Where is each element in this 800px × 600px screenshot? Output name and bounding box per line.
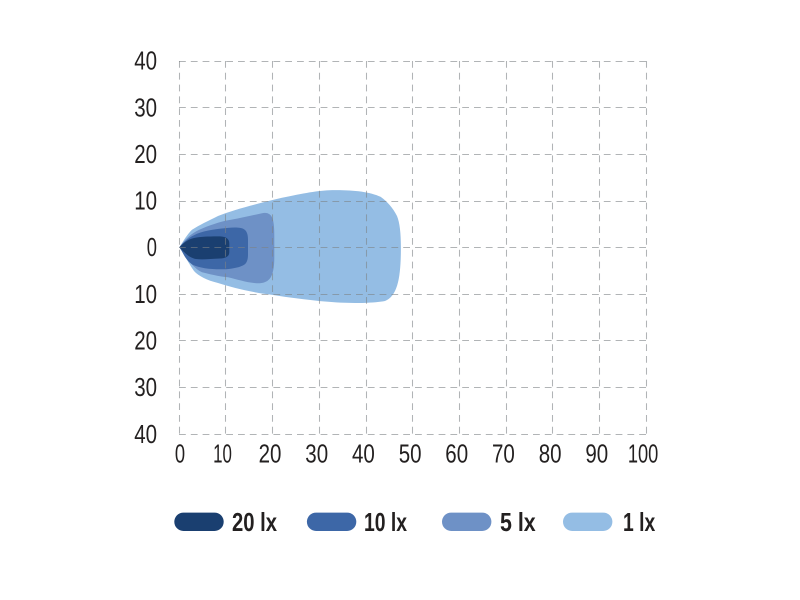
svg-text:10: 10 bbox=[134, 186, 157, 216]
svg-text:20: 20 bbox=[134, 139, 157, 169]
svg-text:60: 60 bbox=[445, 439, 468, 469]
svg-text:70: 70 bbox=[492, 439, 515, 469]
svg-text:40: 40 bbox=[134, 419, 157, 449]
svg-text:80: 80 bbox=[539, 439, 562, 469]
svg-text:0: 0 bbox=[175, 439, 185, 469]
svg-text:10: 10 bbox=[134, 279, 157, 309]
svg-text:10: 10 bbox=[213, 439, 232, 469]
svg-text:5 lx: 5 lx bbox=[500, 507, 536, 537]
svg-text:1 lx: 1 lx bbox=[623, 507, 656, 537]
svg-text:30: 30 bbox=[134, 372, 157, 402]
svg-text:100: 100 bbox=[628, 439, 658, 469]
svg-text:40: 40 bbox=[352, 439, 375, 469]
svg-text:20: 20 bbox=[259, 439, 282, 469]
svg-text:20: 20 bbox=[134, 326, 157, 356]
svg-text:30: 30 bbox=[134, 92, 157, 122]
svg-text:90: 90 bbox=[585, 439, 608, 469]
svg-text:20 lx: 20 lx bbox=[232, 507, 277, 537]
svg-text:10 lx: 10 lx bbox=[364, 507, 407, 537]
svg-text:0: 0 bbox=[147, 232, 157, 262]
svg-text:30: 30 bbox=[305, 439, 328, 469]
svg-text:50: 50 bbox=[399, 439, 422, 469]
svg-text:40: 40 bbox=[134, 46, 157, 76]
